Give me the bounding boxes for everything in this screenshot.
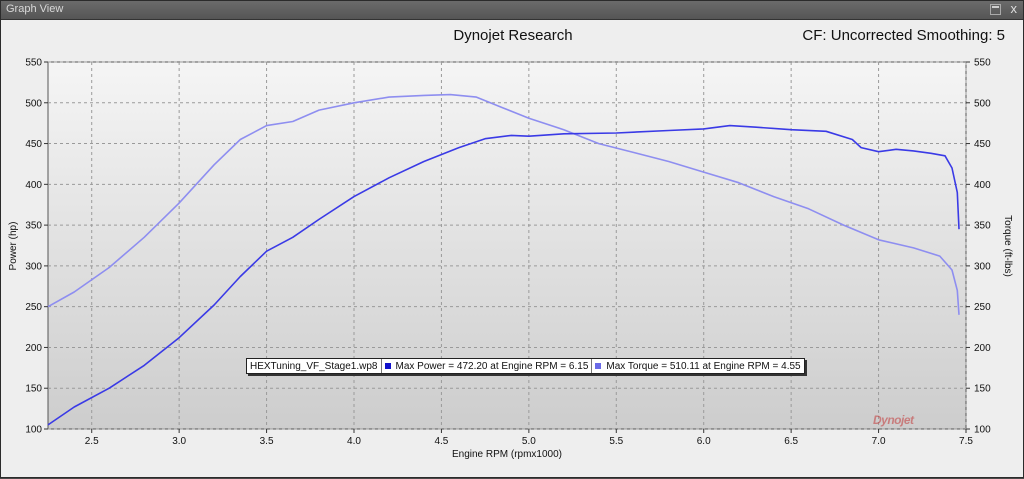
y-right-tick-label: 550: [974, 58, 991, 69]
legend: HEXTuning_VF_Stage1.wp8 Max Power = 472.…: [246, 358, 805, 374]
correction-factor-text: CF: Uncorrected Smoothing: 5: [802, 27, 1005, 44]
y-axis-left-label: Power (hp): [8, 222, 19, 271]
y-right-tick-label: 350: [974, 221, 991, 232]
window-title: Graph View: [6, 3, 64, 15]
series-line-torque: [47, 93, 960, 315]
legend-file: HEXTuning_VF_Stage1.wp8: [247, 359, 382, 373]
y-right-tick-label: 100: [974, 425, 991, 436]
legend-file-label: HEXTuning_VF_Stage1.wp8: [250, 360, 378, 372]
y-left-tick-label: 250: [25, 302, 42, 313]
x-tick-label: 4.5: [434, 436, 448, 447]
x-tick-label: 5.0: [522, 436, 536, 447]
legend-torque: Max Torque = 510.11 at Engine RPM = 4.55: [592, 359, 803, 373]
legend-torque-label: Max Torque = 510.11 at Engine RPM = 4.55: [606, 360, 801, 372]
y-right-tick-label: 400: [974, 180, 991, 191]
y-left-tick-label: 350: [25, 221, 42, 232]
x-tick-label: 6.0: [697, 436, 711, 447]
y-axis-right-ticks: 100 150 200 250 300 350 400 450 500 550: [966, 58, 991, 436]
legend-power-label: Max Power = 472.20 at Engine RPM = 6.15: [395, 360, 589, 372]
series-lines: [47, 93, 960, 426]
y-right-tick-label: 150: [974, 384, 991, 395]
legend-power: Max Power = 472.20 at Engine RPM = 6.15: [382, 359, 593, 373]
close-icon[interactable]: x: [1010, 1, 1018, 16]
title-bar[interactable]: Graph View x: [1, 1, 1023, 20]
x-tick-label: 2.5: [85, 436, 99, 447]
restore-window-icon[interactable]: [990, 4, 1001, 15]
y-left-tick-label: 150: [25, 384, 42, 395]
x-tick-label: 7.0: [872, 436, 886, 447]
y-left-tick-label: 550: [25, 58, 42, 69]
power-swatch: [384, 363, 391, 369]
x-axis-label: Engine RPM (rpmx1000): [452, 449, 562, 460]
y-right-tick-label: 200: [974, 343, 991, 354]
grid-lines: [48, 61, 967, 430]
y-axis-right-label: Torque (ft-lbs): [1002, 215, 1013, 277]
y-axis-left-ticks: 100 150 200 250 300 350 400 450 500 550: [25, 58, 48, 436]
y-left-tick-label: 400: [25, 180, 42, 191]
x-tick-label: 5.5: [609, 436, 623, 447]
y-left-tick-label: 500: [25, 98, 42, 109]
x-axis-ticks: 2.5 3.0 3.5 4.0 4.5 5.0 5.5 6.0 6.5 7.0 7.5: [85, 429, 973, 447]
torque-swatch: [595, 363, 602, 369]
y-left-tick-label: 100: [25, 425, 42, 436]
x-tick-label: 4.0: [347, 436, 361, 447]
y-right-tick-label: 450: [974, 139, 991, 150]
x-tick-label: 3.0: [172, 436, 186, 447]
chart-title: Dynojet Research: [453, 27, 573, 44]
y-left-tick-label: 200: [25, 343, 42, 354]
y-left-tick-label: 300: [25, 261, 42, 272]
series-line-power: [47, 124, 960, 426]
y-right-tick-label: 500: [974, 98, 991, 109]
y-right-tick-label: 300: [974, 261, 991, 272]
dynojet-logo: Dynojet: [873, 413, 914, 427]
y-right-tick-label: 250: [974, 302, 991, 313]
x-tick-label: 3.5: [260, 436, 274, 447]
y-left-tick-label: 450: [25, 139, 42, 150]
x-tick-label: 6.5: [784, 436, 798, 447]
x-tick-label: 7.5: [959, 436, 973, 447]
